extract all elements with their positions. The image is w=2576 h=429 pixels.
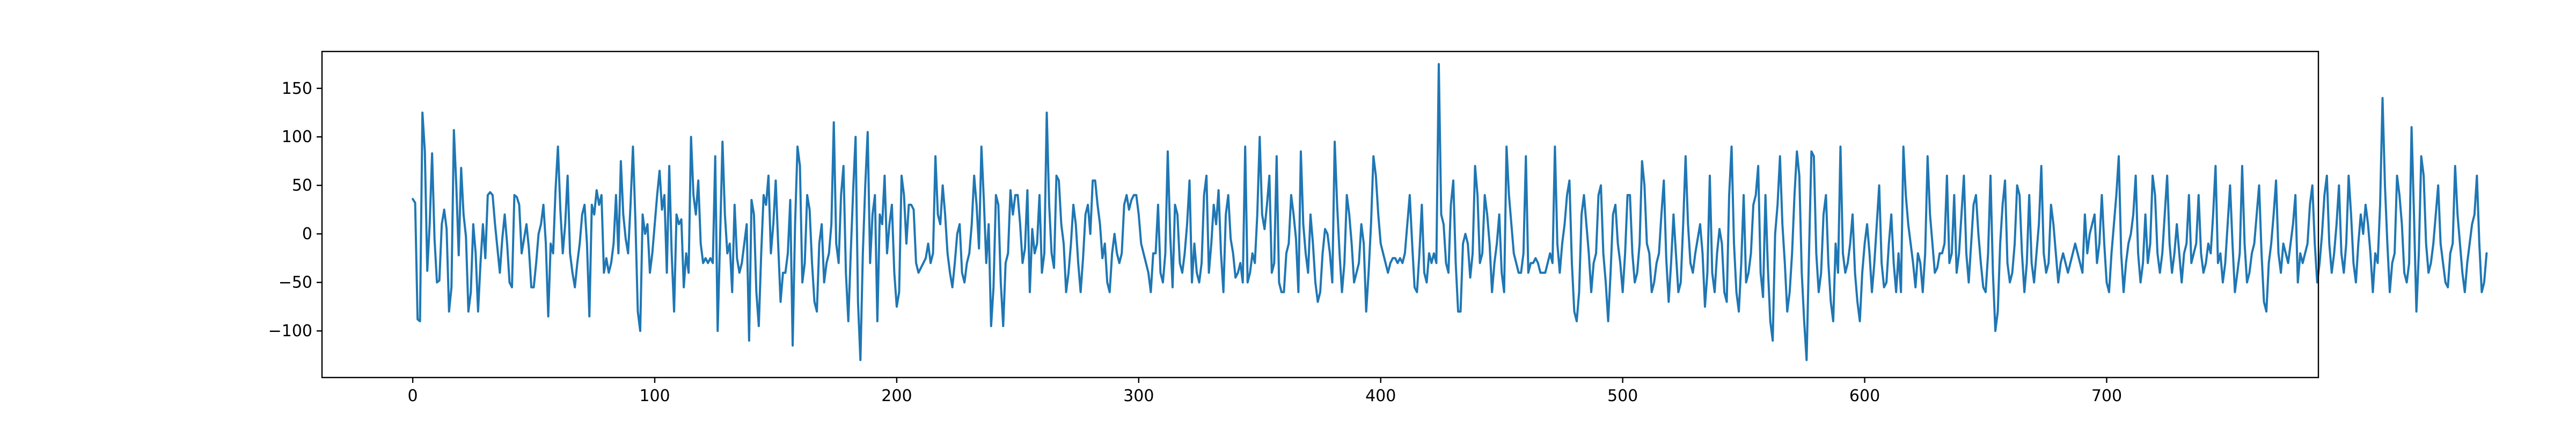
x-tick-label: 700: [2091, 387, 2122, 405]
x-tick-label: 600: [1849, 387, 1880, 405]
x-axis: 0 100 200 300 400 500 600 700: [408, 378, 2122, 405]
y-axis: −100 −50 0 50 100 150: [268, 79, 322, 341]
x-tick-label: 100: [639, 387, 670, 405]
x-tick-label: 0: [408, 387, 418, 405]
x-tick-label: 200: [881, 387, 912, 405]
y-tick-label: 150: [282, 79, 312, 98]
x-tick-label: 400: [1365, 387, 1396, 405]
y-tick-label: 0: [302, 225, 312, 243]
x-tick-label: 300: [1123, 387, 1154, 405]
y-tick-label: −100: [268, 322, 312, 341]
series-line: [412, 63, 2488, 361]
y-tick-label: 50: [292, 176, 312, 195]
x-tick-label: 500: [1607, 387, 1638, 405]
plot-area-frame: [321, 50, 2319, 379]
y-tick-label: −50: [279, 273, 312, 292]
y-tick-label: 100: [282, 128, 312, 146]
